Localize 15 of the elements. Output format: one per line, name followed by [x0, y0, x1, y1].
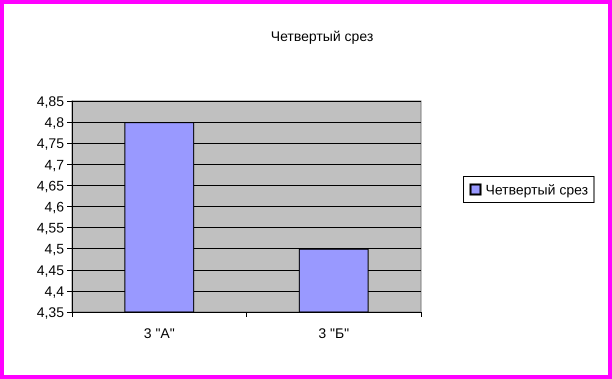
y-tick-label: 4,75: [36, 135, 64, 152]
y-tick-label: 4,8: [44, 114, 64, 130]
y-tick-label: 4,45: [36, 262, 64, 278]
y-tick-label: 4,4: [44, 282, 64, 299]
x-tick-label: 3 "А": [144, 325, 175, 341]
y-tick-label: 4,35: [36, 304, 64, 320]
y-tick-label: 4,55: [36, 220, 64, 236]
x-tick-label: 3 "Б": [318, 325, 350, 341]
y-tick-label: 4,85: [36, 93, 64, 109]
y-tick-label: 4,65: [36, 177, 64, 194]
chart-title: Четвертый срез: [270, 28, 374, 44]
legend-label: Четвертый срез: [486, 182, 588, 198]
y-tick-label: 4,5: [44, 240, 64, 257]
y-tick-label: 4,6: [44, 198, 64, 214]
y-tick-label: 4,7: [44, 156, 64, 172]
